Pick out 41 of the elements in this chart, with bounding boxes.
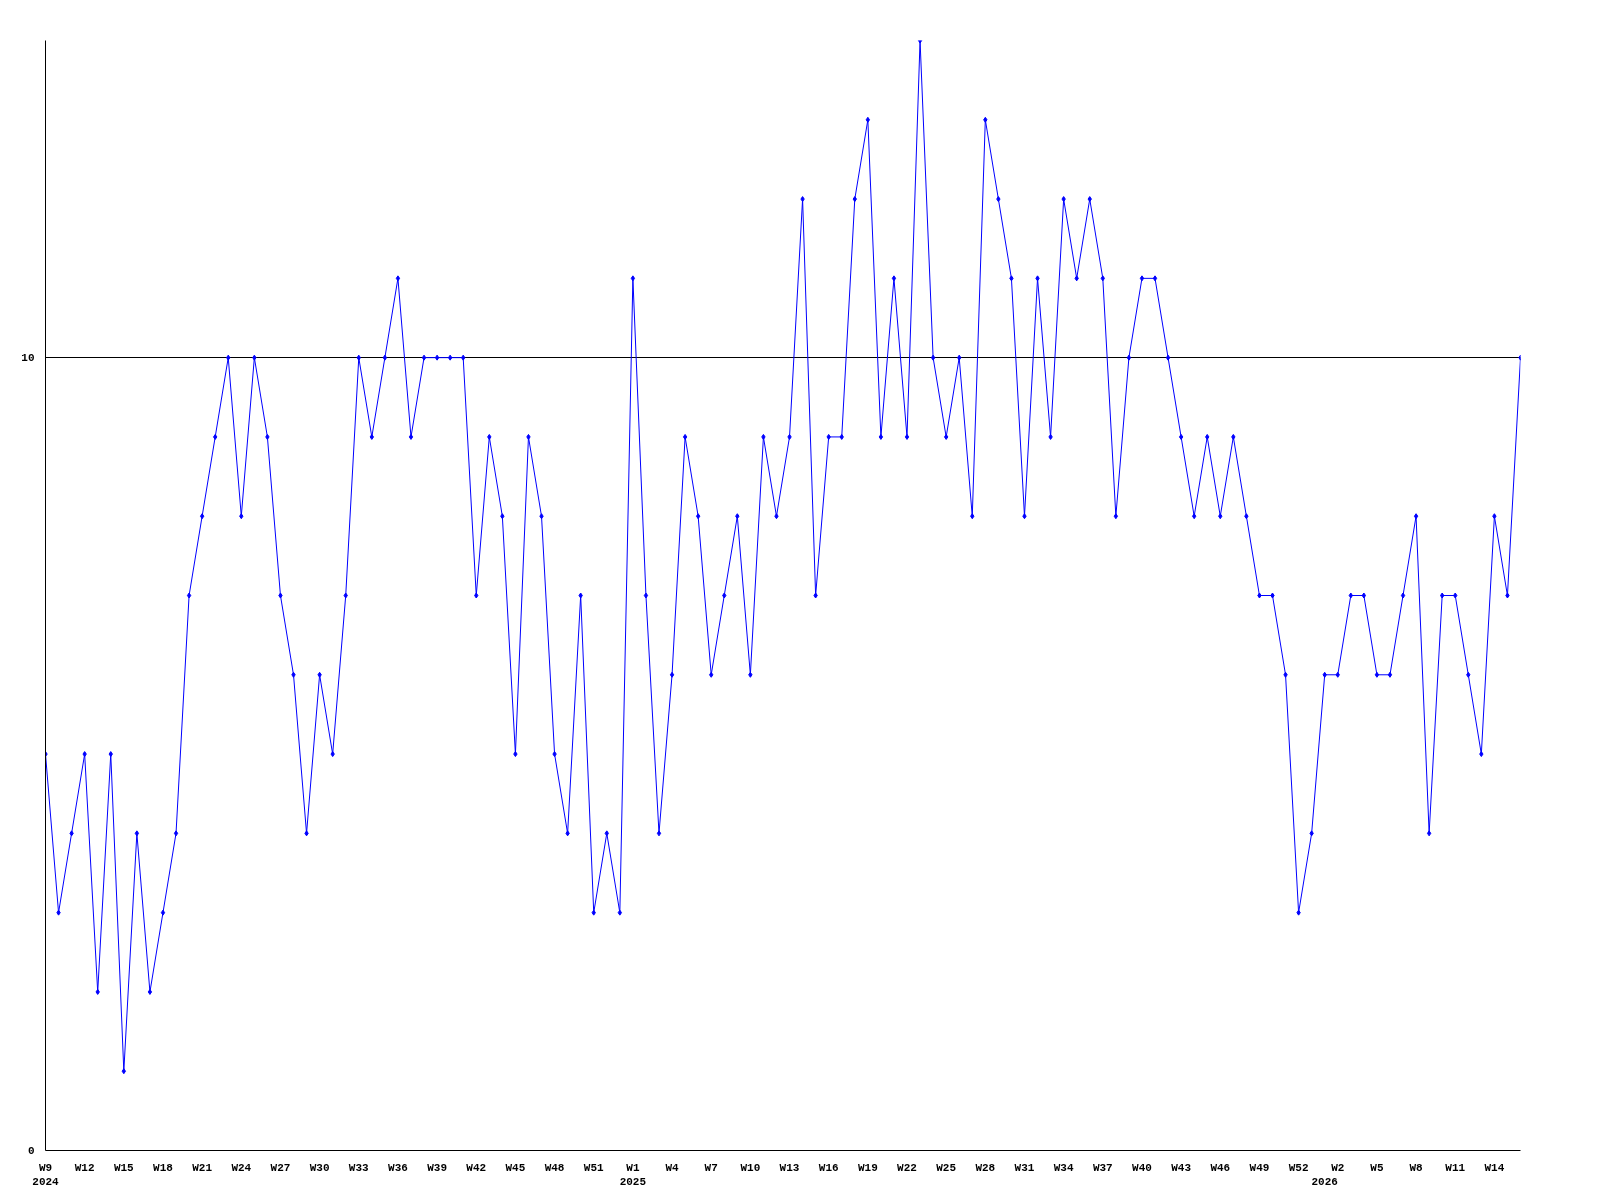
x-tick-label: W9 2024: [32, 1161, 60, 1188]
x-tick-label: W36: [388, 1161, 408, 1174]
x-tick-label: W51: [583, 1161, 605, 1174]
x-tick-label: W42: [466, 1161, 487, 1174]
x-tick-label: W1 2025: [619, 1161, 647, 1188]
x-tick-label: W7: [704, 1161, 718, 1174]
y-tick-label: 10: [21, 352, 35, 365]
x-tick-label: W22: [897, 1161, 917, 1174]
x-tick-label: W28: [975, 1161, 996, 1174]
x-tick-label: W25: [936, 1161, 957, 1174]
x-tick-label: W2: [1331, 1161, 1345, 1174]
x-tick-label: W18: [153, 1161, 174, 1174]
x-tick-label: W46: [1210, 1161, 1231, 1174]
x-tick-label: W34: [1053, 1161, 1074, 1174]
x-tick-label: W5: [1370, 1161, 1384, 1174]
x-tick-label: W16: [818, 1161, 839, 1174]
x-tick-label: W19: [857, 1161, 878, 1174]
x-tick-label: 2026: [1311, 1175, 1338, 1188]
x-tick-label: W48: [544, 1161, 565, 1174]
x-tick-label: W8: [1409, 1161, 1424, 1174]
x-tick-label: W45: [505, 1161, 526, 1174]
x-tick-label: W21: [192, 1161, 213, 1174]
x-tick-label: W4: [665, 1161, 680, 1174]
x-tick-label: W11: [1445, 1161, 1466, 1174]
x-tick-label: W10: [740, 1161, 761, 1174]
x-tick-label: W13: [779, 1161, 800, 1174]
x-tick-label: W30: [309, 1161, 330, 1174]
x-tick-label: W33: [348, 1161, 370, 1174]
x-tick-label: W12: [74, 1161, 95, 1174]
y-tick-label: 0: [27, 1145, 35, 1157]
x-tick-label: W40: [1132, 1161, 1152, 1174]
x-tick-label: W27: [270, 1161, 291, 1174]
x-tick-label: W39: [427, 1161, 447, 1174]
x-tick-label: W52: [1288, 1161, 1309, 1174]
x-tick-label: W31: [1014, 1161, 1035, 1174]
x-tick-label: W24: [231, 1161, 252, 1174]
x-tick-label: W43: [1171, 1161, 1192, 1174]
x-tick-label: W37: [1092, 1161, 1113, 1174]
x-tick-label: W14: [1484, 1161, 1505, 1174]
x-tick-label: W49: [1249, 1161, 1270, 1174]
x-tick-label: W15: [113, 1161, 135, 1174]
